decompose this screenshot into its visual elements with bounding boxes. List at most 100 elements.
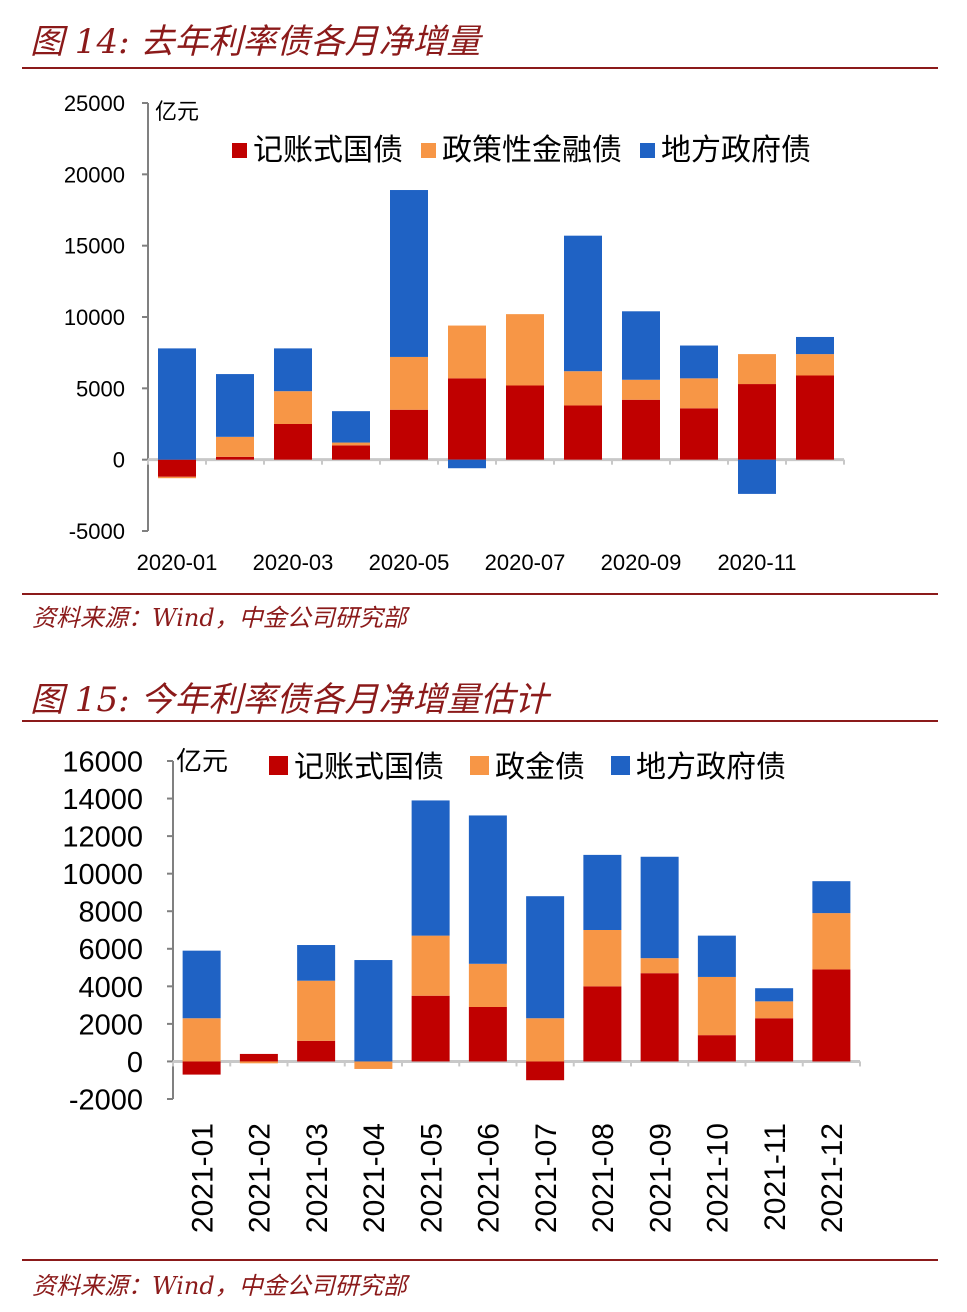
figure15-title-rule (22, 720, 938, 722)
chart2-legend-swatch (611, 756, 630, 775)
chart1-bar-local-gov (622, 311, 660, 380)
chart2-bar-treasury (526, 1061, 565, 1081)
chart1-x-tick-label: 2020-07 (485, 550, 566, 575)
chart2-bar-local-gov (697, 935, 736, 977)
chart1-x-tick-label: 2020-01 (137, 550, 218, 575)
chart1-bar-local-gov (332, 411, 370, 443)
chart1-legend-label: 记账式国债 (253, 134, 403, 167)
chart1-bar-treasury (680, 408, 718, 460)
chart2-y-tick-label: 4000 (78, 972, 143, 1004)
chart2-y-tick-label: 8000 (78, 897, 143, 929)
chart2-legend-label: 记账式国债 (294, 751, 444, 784)
chart2-x-tick-label: 2021-07 (530, 1123, 563, 1233)
chart1-legend-label: 地方政府债 (661, 134, 811, 167)
chart2-bar-policy-bank (640, 958, 679, 974)
chart2-bar-policy-bank (239, 1061, 278, 1064)
chart1-y-tick-label: 15000 (64, 234, 125, 259)
chart1-bar-policy-bank (506, 314, 544, 386)
chart2-bar-local-gov (468, 815, 507, 964)
chart2-x-tick-label: 2021-09 (644, 1123, 677, 1233)
chart2-bar-treasury (239, 1053, 278, 1062)
chart2-bar-policy-bank (583, 930, 622, 987)
chart2-bar-policy-bank (182, 1018, 221, 1062)
chart2-bar-treasury (640, 973, 679, 1062)
chart1-bar-treasury (274, 424, 312, 460)
chart1-bar-treasury (796, 375, 834, 460)
chart2-y-tick-label: 10000 (62, 859, 143, 891)
chart1-bar-treasury (506, 385, 544, 460)
chart1-bar-policy-bank (216, 436, 254, 457)
chart2-bar-policy-bank (812, 913, 851, 970)
chart2-x-tick-label: 2021-05 (415, 1123, 448, 1233)
chart1-bar-local-gov (274, 348, 312, 392)
chart1-bar-treasury (448, 378, 486, 460)
chart2-bar-policy-bank (526, 1018, 565, 1062)
chart2-x-tick-label: 2021-10 (702, 1123, 735, 1233)
chart1-bar-local-gov (216, 374, 254, 437)
chart1-bar-policy-bank (796, 354, 834, 376)
chart2-bar-local-gov (583, 854, 622, 930)
chart2-bar-local-gov (812, 881, 851, 914)
chart2-legend-label: 政金债 (495, 751, 585, 784)
chart1-bar-policy-bank (332, 442, 370, 446)
chart1-bar-local-gov (738, 459, 776, 494)
chart1-bar-local-gov (158, 348, 196, 460)
chart1-bar-policy-bank (448, 325, 486, 379)
chart1-bar-treasury (390, 409, 428, 460)
chart2-bar-treasury (411, 995, 450, 1062)
chart2-y-tick-label: 6000 (78, 934, 143, 966)
chart2-bar-policy-bank (468, 963, 507, 1007)
chart1-legend-swatch (640, 143, 655, 158)
chart2-legend-swatch (269, 756, 288, 775)
chart1-bar-policy-bank (622, 379, 660, 400)
chart1-bar-policy-bank (390, 356, 428, 410)
chart2-bar-treasury (297, 1040, 336, 1062)
chart2-y-tick-label: 12000 (62, 822, 143, 854)
chart1-legend-swatch (421, 143, 436, 158)
chart2-y-tick-label: 16000 (62, 746, 143, 778)
figure14-bottom-rule (22, 593, 938, 595)
chart1-x-tick-label: 2020-05 (369, 550, 450, 575)
chart2-x-tick-label: 2021-12 (816, 1123, 849, 1233)
chart2-bar-policy-bank (354, 1061, 393, 1069)
chart2-x-tick-label: 2021-04 (358, 1123, 391, 1233)
chart1-x-tick-label: 2020-03 (253, 550, 334, 575)
chart2-bar-treasury (697, 1035, 736, 1062)
chart2-y-tick-label: -2000 (69, 1084, 143, 1116)
figure15-title: 图 15: 今年利率债各月净增量估计 (30, 680, 549, 720)
chart2-bar-local-gov (640, 856, 679, 959)
chart2-bar-local-gov (755, 988, 794, 1002)
chart2-bar-treasury (812, 969, 851, 1062)
chart2-x-tick-label: 2021-08 (587, 1123, 620, 1233)
chart2-bar-policy-bank (411, 935, 450, 996)
chart1-y-tick-label: 5000 (76, 376, 125, 401)
chart1-y-tick-label: -5000 (69, 519, 125, 544)
chart1-x-tick-label: 2020-09 (601, 550, 682, 575)
chart2-x-tick-label: 2021-06 (473, 1123, 506, 1233)
chart1-bar-treasury (564, 405, 602, 460)
chart2-bar-treasury (583, 986, 622, 1062)
chart1-y-tick-label: 20000 (64, 162, 125, 187)
chart1-bar-policy-bank (274, 391, 312, 424)
chart1-bar-local-gov (680, 345, 718, 379)
chart1-bar-treasury (738, 384, 776, 460)
chart2-bar-treasury (468, 1006, 507, 1062)
chart1-bar-treasury (332, 445, 370, 460)
chart1-legend-swatch (232, 143, 247, 158)
chart1-bar-policy-bank (564, 371, 602, 406)
figure15-source: 资料来源：Wind，中金公司研究部 (32, 1272, 407, 1300)
chart1-bar-treasury (216, 456, 254, 460)
chart1-bar-local-gov (564, 235, 602, 372)
chart2-bar-local-gov (354, 960, 393, 1062)
chart1-y-tick-label: 10000 (64, 305, 125, 330)
chart2-y-tick-label: 2000 (78, 1009, 143, 1041)
chart1-unit-label: 亿元 (155, 99, 199, 124)
chart1-y-tick-label: 25000 (64, 91, 125, 116)
chart2-unit-label: 亿元 (176, 746, 228, 776)
figure14-source: 资料来源：Wind，中金公司研究部 (32, 604, 407, 632)
chart1-legend-label: 政策性金融债 (442, 134, 622, 167)
chart2-bar-policy-bank (697, 976, 736, 1036)
figure15-bottom-rule (22, 1259, 938, 1261)
chart1-bar-local-gov (448, 459, 486, 469)
figure14-title: 图 14: 去年利率债各月净增量 (30, 22, 481, 62)
